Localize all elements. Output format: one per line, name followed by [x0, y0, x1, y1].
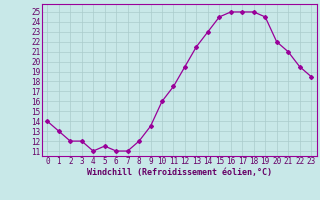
X-axis label: Windchill (Refroidissement éolien,°C): Windchill (Refroidissement éolien,°C)	[87, 168, 272, 177]
